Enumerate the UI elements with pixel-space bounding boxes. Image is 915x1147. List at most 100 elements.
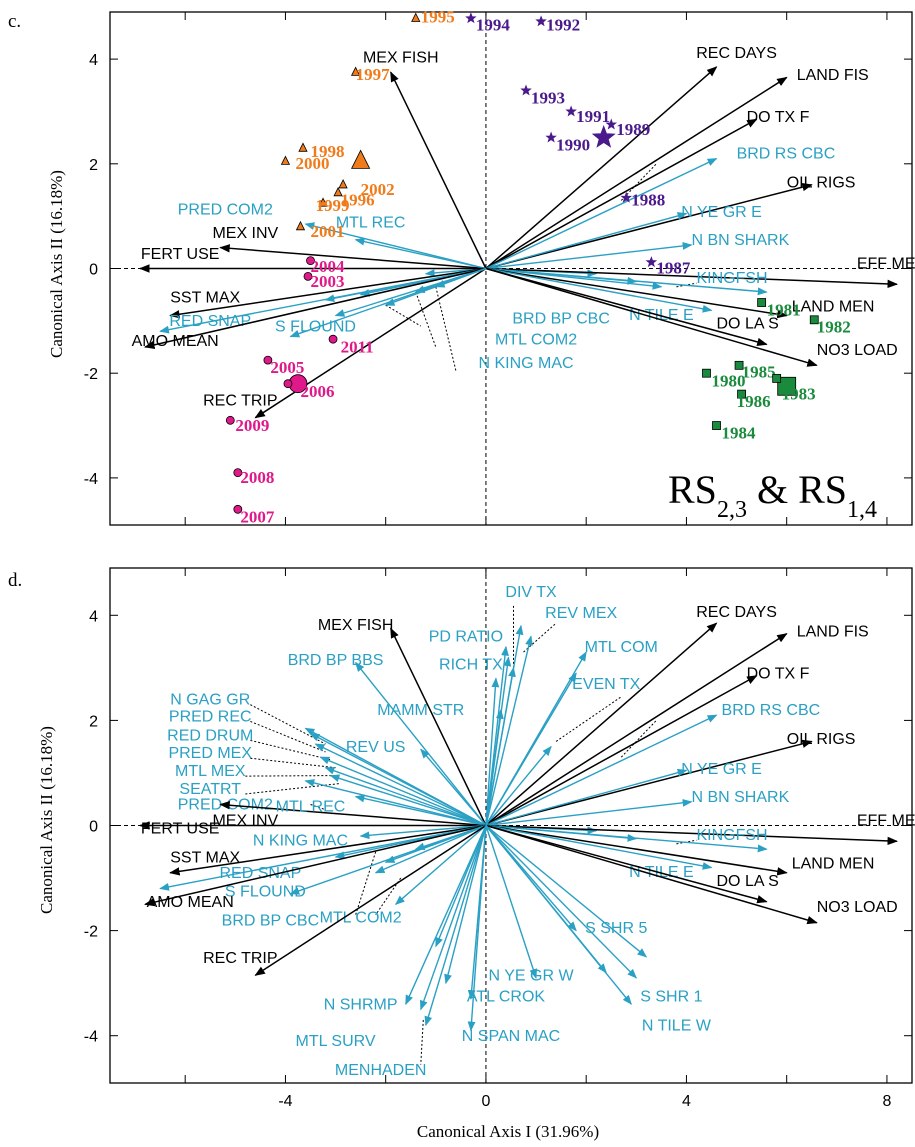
panel-d-vector-n-shrmp (405, 825, 487, 1006)
rs-title-part-1: RS (668, 467, 717, 512)
panel-c-vector-label-rec-days: REC DAYS (696, 45, 777, 62)
panel-d-vector-label-mtl-mex: MTL MEX (175, 763, 246, 780)
panel-d-vector-label-even-tx: EVEN TX (572, 676, 641, 693)
panel-d-vector-label-mamm-str: MAMM STR (377, 702, 464, 719)
rs-title-part-2: RS (798, 467, 847, 512)
panel-c-vector-label-brd-bp-cbc: BRD BP CBC (512, 310, 610, 327)
panel-d-vector-label-red-snap: RED SNAP (219, 865, 301, 882)
panel-c-y-tick-label: -4 (84, 471, 98, 488)
panel-c-vector-rec-trip (254, 267, 487, 419)
panel-d-vector-n-bn-shark (485, 798, 693, 827)
panel-d-label-leader-line (355, 851, 377, 915)
panel-d-vector-label-mtl-surv: MTL SURV (296, 1033, 376, 1050)
panel-d-vector-label-n-bn-shark: N BN SHARK (691, 789, 789, 806)
panel-d-y-tick-label: -2 (84, 924, 98, 941)
panel-d-vector-n-tile-e (485, 824, 713, 870)
panel-c-year-label-1980: 1980 (712, 371, 746, 390)
panel-c-vector-kingfsh (485, 267, 768, 296)
panel-d-vector-label-atl-crok: ATL CROK (467, 989, 546, 1006)
panel-c-year-point-2006 (283, 379, 293, 389)
panel-d-vector-label-div-tx: DIV TX (505, 584, 557, 601)
panel-d-vector-pred-mex (319, 756, 487, 827)
panel-c-vector-land-fis (485, 76, 788, 270)
panel-c-year-point-1991 (565, 105, 577, 117)
panel-d-vector-land-men (485, 824, 788, 876)
panel-d-label-leader-line (676, 839, 697, 845)
panel-d-vector-label-rec-days: REC DAYS (696, 604, 777, 621)
panel-c-year-label-1993: 1993 (531, 89, 565, 108)
panel-c-year-point-2002 (338, 179, 348, 189)
panel-d-vector-label-pd-ratio: PD RATIO (429, 629, 503, 646)
panel-d-vector-label-no3-load: NO3 LOAD (817, 899, 898, 916)
panel-d-x-tick-label: 4 (682, 1093, 691, 1110)
panel-d-letter: d. (8, 570, 22, 591)
panel-c-vector-label-amo-mean: AMO MEAN (132, 333, 219, 350)
panel-d-label-leader-line (310, 804, 326, 811)
panel-c-year-label-1989: 1989 (616, 120, 650, 139)
panel-d-y-axis-title: Canonical Axis II (16.18%) (37, 726, 56, 914)
panel-c-year-point-1997 (350, 66, 361, 76)
panel-c-vector-label-mex-inv: MEX INV (212, 225, 278, 242)
panel-d-vector-n-ye-gr-e (485, 768, 688, 827)
panel-c-year-label-1987: 1987 (656, 259, 691, 278)
panel-d-y-tick-label: 2 (89, 713, 98, 730)
panel-d-vector-mex-inv (219, 801, 486, 827)
panel-c-year-point-2007 (233, 504, 243, 514)
panel-c-year-point-2001 (295, 220, 306, 231)
panel-d-unlabeled-response-vector (485, 745, 552, 826)
panel-c-year-point-2008 (233, 468, 243, 478)
panel-d-vector-label-n-tile-w: N TILE W (642, 1017, 712, 1034)
panel-c-vector-mtl-rec (354, 237, 487, 270)
panel-c-vector-label-mtl-rec: MTL REC (336, 215, 406, 232)
panel-c-vector-amo-mean (144, 267, 487, 349)
panel-d-vector-rev-mex (485, 635, 533, 826)
panel-d-vector-do-la-s (485, 824, 768, 904)
panel-c-year-point-2000 (280, 155, 291, 165)
panel-d-x-tick-label: 8 (882, 1093, 891, 1110)
panel-c-vector-red-snap (159, 267, 487, 334)
panel-c-year-label-1991: 1991 (576, 107, 610, 126)
panel-d-vector-eff-men (485, 824, 899, 846)
panel-c-year-point-1989 (605, 118, 618, 130)
panel-c-letter: c. (8, 11, 21, 32)
panel-c-year-label-1982: 1982 (817, 317, 851, 336)
panel-d-label-leader-line (523, 622, 557, 653)
panel-d-vector-do-tx-f (485, 675, 758, 827)
panel-c-vector-label-kingfsh: KINGFSH (696, 270, 767, 287)
panel-d-unlabeled-response-vector (485, 677, 500, 826)
panel-d-vector-red-snap (159, 824, 487, 891)
panel-c-year-label-1997: 1997 (356, 65, 391, 84)
panel-d-vector-label-do-tx-f: DO TX F (747, 665, 810, 682)
panel-c: c. Canonical Axis II (16.18%) -4 -2 0 2 4 MEX… (8, 7, 915, 526)
panel-d-vector-label-n-shrmp: N SHRMP (324, 996, 398, 1013)
panel-c-vector-rec-days (485, 66, 718, 270)
panel-d-vector-mex-fish (390, 627, 487, 826)
panel-d-vector-sst-max (169, 824, 487, 876)
panel-c-vector-brd-rs-cbc (485, 157, 718, 270)
panel-d-vector-label-brd-bp-bbs: BRD BP BBS (288, 652, 384, 669)
panel-c-year-point-1985 (734, 360, 744, 370)
panel-d-vector-label-mtl-com: MTL COM (585, 639, 658, 656)
panel-d-x-axis-title: Canonical Axis I (31.96%) (417, 1122, 599, 1141)
panel-c-year-label-1992: 1992 (546, 15, 580, 34)
panel-c-vector-do-tx-f (485, 118, 758, 270)
panel-c-label-leader-line (385, 304, 422, 327)
panel-c-year-label-2006: 2006 (300, 382, 334, 401)
panel-c-vector-label-n-bn-shark: N BN SHARK (691, 232, 789, 249)
panel-c-vector-label-brd-rs-cbc: BRD RS CBC (737, 146, 836, 163)
panel-c-year-point-1982 (809, 315, 819, 325)
panel-c-vector-label-n-king-mac: N KING MAC (478, 355, 573, 372)
panel-c-y-axis-title: Canonical Axis II (16.18%) (47, 170, 66, 358)
panel-d-y-tick-label: -4 (84, 1029, 98, 1046)
panel-d-vector-menhaden (424, 825, 487, 1027)
panel-d-vector-no3-load (485, 824, 818, 925)
panel-c-year-point-1983 (772, 374, 782, 383)
panel-d-vector-pred-rec (309, 732, 487, 827)
panel-d-vector-label-brd-rs-cbc: BRD RS CBC (722, 702, 821, 719)
panel-c-year-point-1980 (702, 368, 711, 378)
panel-d-vector-label-rec-trip: REC TRIP (203, 950, 277, 967)
panel-d-vector-label-pred-mex: PRED MEX (168, 745, 252, 762)
panel-c-vector-label-mtl-com2: MTL COM2 (495, 331, 577, 348)
panel-d-vector-label-s-shr-1: S SHR 1 (640, 989, 702, 1006)
